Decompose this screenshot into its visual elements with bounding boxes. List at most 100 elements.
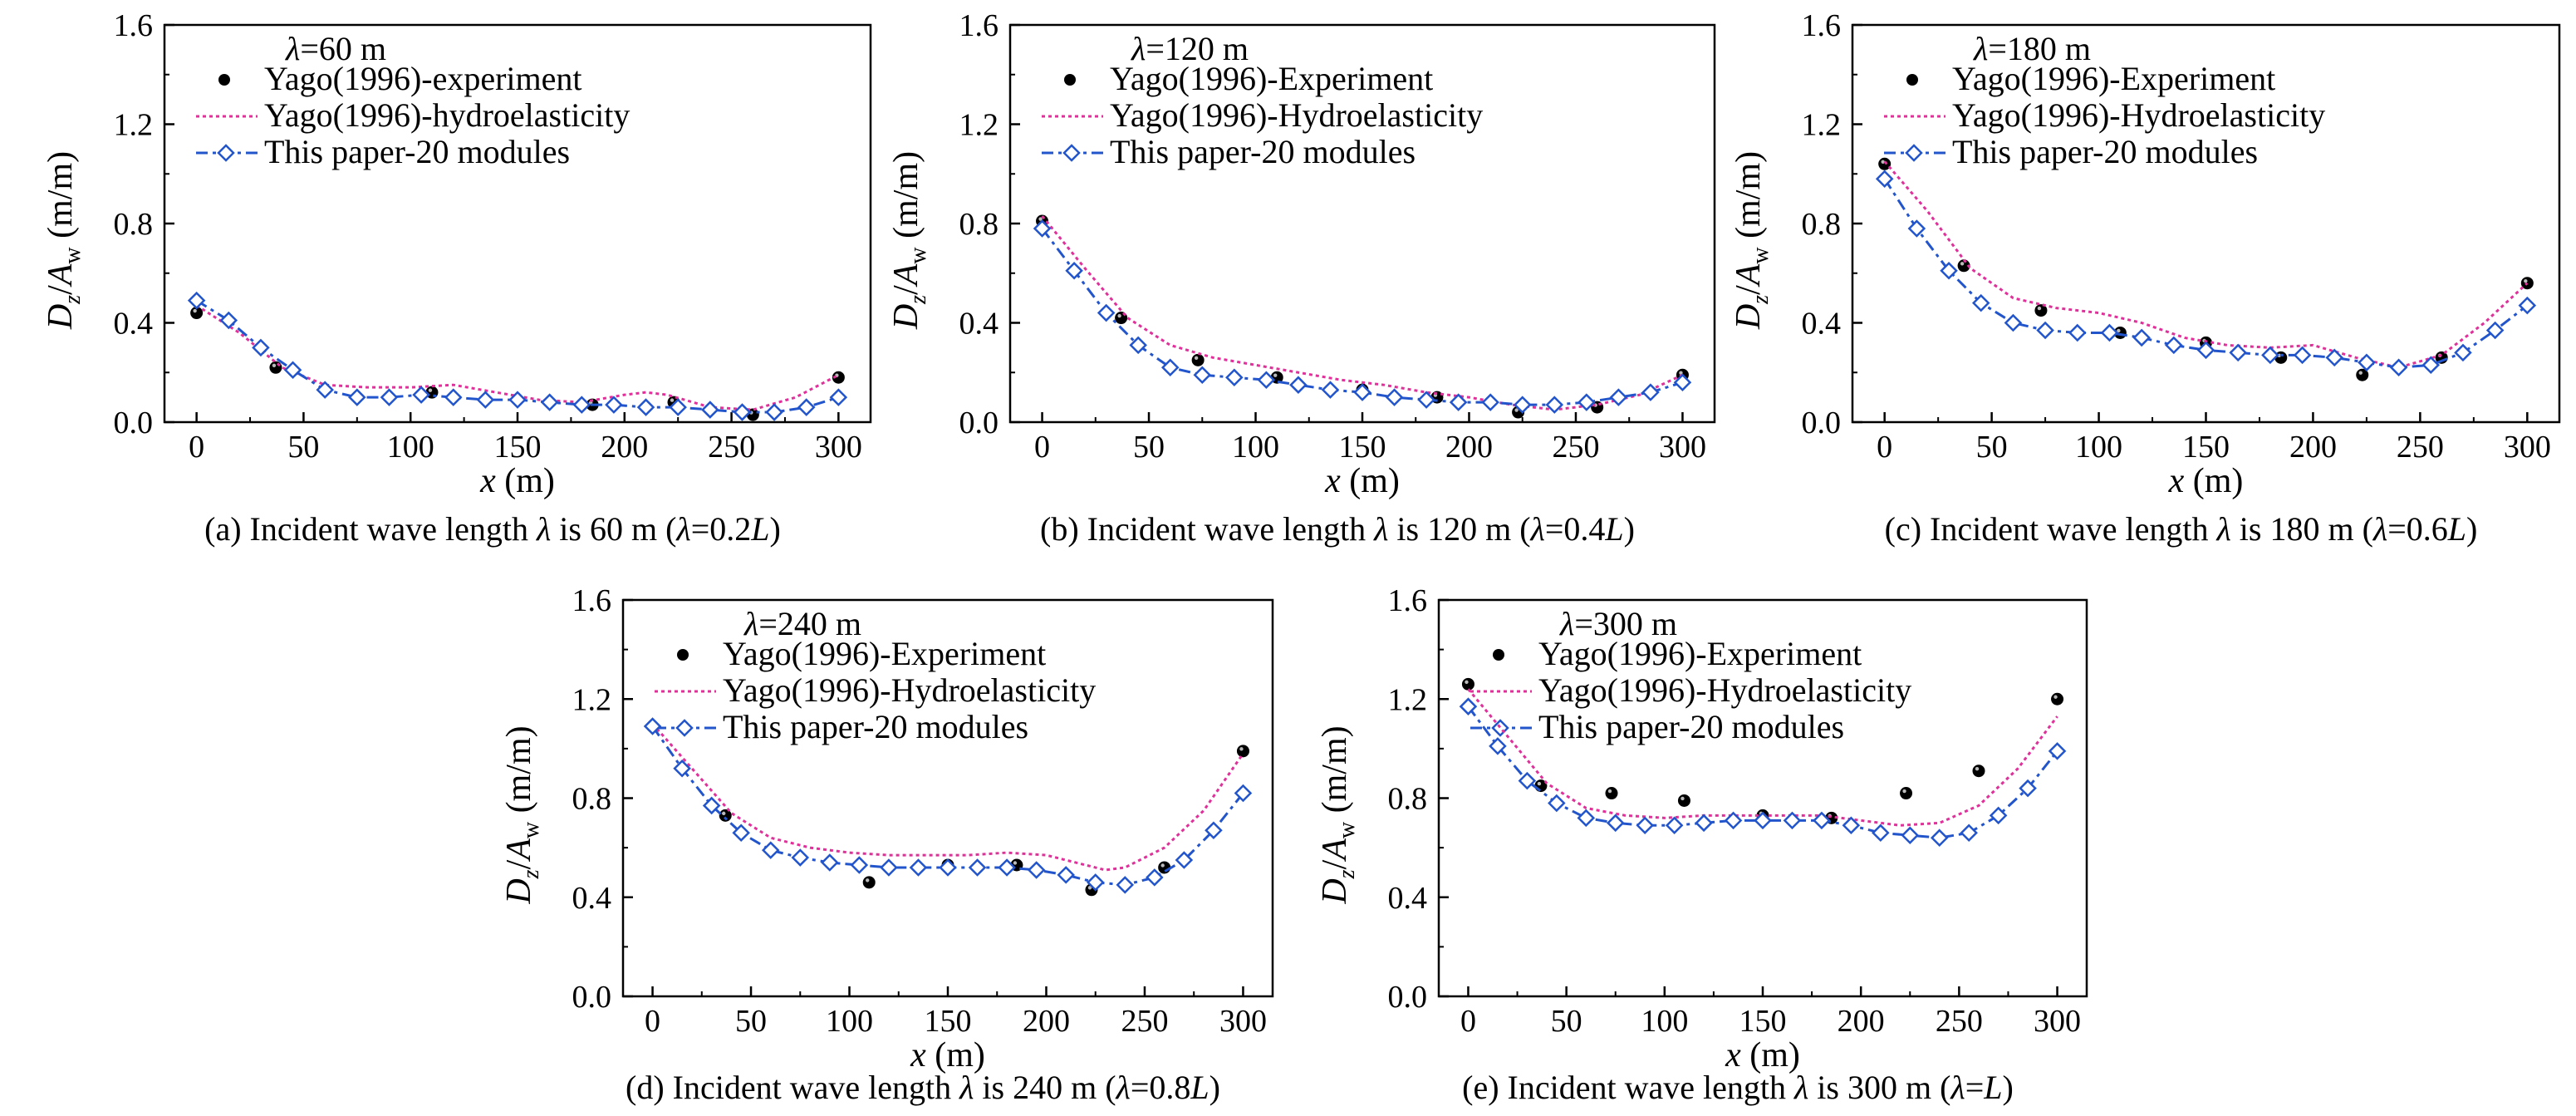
modules-point	[1193, 366, 1212, 385]
panel-c: 0 50 100 150 200 250 300 0.0 0.4 0.8 1.2 1.6 x (m) Dz…	[1730, 8, 2561, 548]
x-tick-label: 50	[1133, 430, 1165, 465]
caption-l: L	[2447, 510, 2466, 548]
modules-point	[348, 388, 366, 406]
y-tick-label: 1.6	[1388, 583, 1428, 618]
experiment-point	[1158, 861, 1171, 874]
legend-marker-experiment	[1064, 74, 1076, 86]
experiment-point-highlight	[193, 308, 197, 313]
modules-point	[702, 796, 721, 815]
y-axis-d: D	[1730, 304, 1768, 330]
experiment-point-highlight	[1514, 408, 1519, 412]
x-tick-label: 150	[1339, 430, 1386, 465]
caption-l: L	[750, 510, 769, 548]
modules-point	[733, 403, 752, 421]
y-tick-label: 0.8	[1388, 782, 1428, 817]
modules-point	[1875, 170, 1894, 188]
modules-point	[1353, 383, 1371, 401]
y-tick-label: 1.2	[1802, 108, 1842, 143]
y-tick-label: 0.8	[572, 782, 612, 817]
legend-label: Yago(1996)-Hydroelasticity	[1952, 96, 2325, 134]
y-axis-sub-z: z	[60, 295, 86, 305]
modules-point	[669, 398, 687, 416]
modules-point	[1907, 219, 1926, 238]
experiment-point	[1191, 353, 1205, 366]
legend-label: Yago(1996)-hydroelasticity	[264, 96, 630, 134]
y-axis-sub-w: w	[1748, 247, 1774, 264]
caption-l: L	[1983, 1069, 2002, 1106]
caption-tail: )	[1209, 1069, 1220, 1106]
modules-point	[1205, 821, 1223, 840]
modules-point	[1459, 697, 1478, 715]
experiment-point	[269, 361, 282, 374]
modules-point	[1225, 368, 1244, 386]
legend-label: This paper-20 modules	[264, 133, 570, 170]
x-tick-label: 300	[2504, 430, 2551, 465]
x-axis-var: x	[2168, 462, 2185, 500]
caption-tail: )	[2466, 510, 2477, 548]
modules-point	[316, 381, 334, 399]
x-tick-label: 150	[494, 430, 542, 465]
modules-point	[732, 823, 750, 843]
legend-marker-diamond	[1905, 144, 1923, 162]
y-axis-d: D	[1316, 878, 1354, 904]
modules-point	[998, 858, 1016, 877]
y-axis-sub-z: z	[905, 295, 931, 305]
legend-label: This paper-20 modules	[1952, 133, 2258, 170]
panel-e: 0 50 100 150 200 250 300 0.0 0.4 0.8 1.2 1.6 x (m) Dz…	[1316, 583, 2088, 1106]
y-axis-unit: (m/m)	[1730, 151, 1768, 247]
modules-point	[1641, 383, 1660, 401]
modules-point	[701, 401, 719, 419]
lambda-symbol: λ	[1973, 30, 1988, 67]
caption-prefix: (e) Incident wave length	[1462, 1069, 1794, 1106]
y-tick-label: 0.0	[959, 406, 999, 440]
modules-point	[909, 858, 928, 877]
modules-point	[636, 398, 655, 416]
modules-point	[219, 311, 238, 330]
modules-curve	[1041, 228, 1683, 406]
modules-point	[1057, 866, 1075, 884]
experiment-point	[2051, 692, 2064, 705]
modules-point	[1513, 396, 1532, 414]
x-tick-label: 100	[2075, 430, 2122, 465]
modules-point	[2293, 346, 2312, 365]
y-axis-sub-w: w	[518, 821, 544, 838]
modules-point	[1175, 851, 1194, 869]
x-tick-label: 150	[925, 1004, 972, 1039]
x-tick-label: 250	[2397, 430, 2444, 465]
x-tick-label: 100	[1232, 430, 1279, 465]
x-axis-title: x (m)	[479, 462, 555, 500]
modules-point	[380, 388, 399, 406]
x-axis-unit: (m)	[926, 1036, 985, 1074]
modules-point	[540, 393, 559, 411]
experiment-point-highlight	[2358, 371, 2363, 375]
y-axis-title: Dz/Aw (m/m)	[887, 151, 931, 330]
experiment-point-highlight	[670, 398, 675, 402]
modules-point	[821, 853, 839, 872]
modules-point	[1548, 794, 1566, 813]
experiment-point-highlight	[2053, 695, 2058, 699]
x-axis-unit: (m)	[1341, 462, 1400, 500]
modules-point	[1606, 814, 1625, 833]
experiment-point	[1115, 312, 1128, 325]
experiment-point	[1677, 794, 1690, 807]
x-tick-label: 0	[1034, 430, 1050, 465]
modules-point	[850, 856, 869, 874]
caption-l: L	[1604, 510, 1623, 548]
caption-lambda-2: λ	[2372, 510, 2387, 548]
x-axis-var: x	[910, 1036, 926, 1074]
experiment-point-highlight	[1194, 356, 1199, 361]
modules-point	[2132, 328, 2151, 347]
panel-caption: (e) Incident wave length λ is 300 m (λ=L…	[1462, 1069, 2014, 1106]
caption-lambda-2: λ	[1530, 510, 1545, 548]
y-axis-d: D	[42, 304, 80, 330]
modules-point	[1842, 816, 1861, 835]
y-axis-slash: /	[1730, 285, 1768, 295]
modules-point	[1518, 771, 1537, 790]
caption-mid: is 120 m (	[1388, 510, 1530, 548]
modules-point	[1160, 358, 1180, 377]
y-tick-label: 0.8	[1802, 207, 1842, 242]
modules-point	[673, 759, 691, 778]
caption-eq: =	[1965, 1069, 1985, 1106]
caption-lambda: λ	[959, 1069, 974, 1106]
y-axis-sub-z: z	[1334, 869, 1360, 879]
